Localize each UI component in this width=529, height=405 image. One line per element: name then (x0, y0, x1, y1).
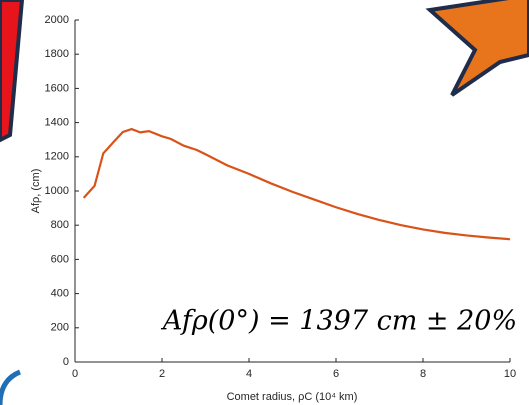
y-tick-label: 200 (51, 322, 69, 334)
data-line (82, 127, 511, 241)
y-tick-label: 1400 (45, 117, 69, 129)
y-tick-label: 1800 (45, 48, 69, 60)
annotation: Afρ(0°) = 1397 cm ± 20% (160, 306, 517, 337)
y-tick-label: 1000 (45, 185, 69, 197)
decor-blue-arc (0, 369, 22, 405)
x-tick-label: 8 (420, 368, 426, 380)
x-tick-label: 10 (504, 368, 516, 380)
y-axis-label: Afρ, (cm) (30, 169, 42, 214)
y-tick-label: 1600 (45, 82, 69, 94)
x-tick-label: 6 (333, 368, 339, 380)
x-tick-label: 0 (72, 368, 78, 380)
decor-orange-burst (425, 0, 529, 97)
x-axis-label: Comet radius, ρC (10⁴ km) (227, 391, 358, 403)
x-tick-label: 2 (159, 368, 165, 380)
decor-red-shape (0, 0, 25, 143)
y-tick-label: 400 (51, 288, 69, 300)
y-tick-label: 2000 (45, 14, 69, 26)
x-tick-label: 4 (246, 368, 252, 380)
y-tick-label: 600 (51, 253, 69, 265)
y-tick-label: 1200 (45, 151, 69, 163)
y-tick-label: 0 (63, 356, 69, 368)
y-tick-label: 800 (51, 219, 69, 231)
